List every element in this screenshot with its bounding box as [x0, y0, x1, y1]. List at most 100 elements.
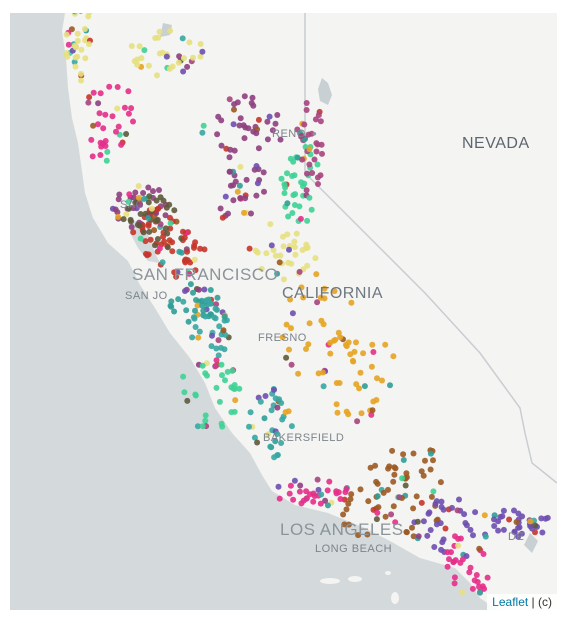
map-marker[interactable]	[166, 65, 173, 72]
map-marker[interactable]	[218, 420, 225, 427]
map-marker[interactable]	[335, 329, 342, 336]
map-marker[interactable]	[343, 408, 350, 415]
map-marker[interactable]	[396, 494, 403, 501]
map-marker[interactable]	[153, 197, 160, 204]
map-marker[interactable]	[470, 532, 476, 539]
map-marker[interactable]	[192, 391, 199, 398]
map-marker[interactable]	[218, 344, 224, 351]
map-marker[interactable]	[128, 43, 135, 49]
map-marker[interactable]	[181, 234, 188, 241]
map-marker[interactable]	[231, 408, 238, 415]
map-marker[interactable]	[374, 509, 381, 516]
map-marker[interactable]	[265, 431, 272, 438]
map-marker[interactable]	[85, 13, 92, 20]
map-marker[interactable]	[95, 121, 101, 128]
map-marker[interactable]	[440, 506, 447, 513]
map-marker[interactable]	[114, 84, 121, 90]
map-marker[interactable]	[390, 478, 397, 485]
map-marker[interactable]	[297, 215, 304, 222]
map-marker[interactable]	[230, 121, 237, 128]
map-marker[interactable]	[199, 129, 206, 136]
map-marker[interactable]	[246, 423, 252, 430]
map-marker[interactable]	[495, 527, 502, 534]
map-marker[interactable]	[438, 498, 445, 505]
map-marker[interactable]	[324, 502, 331, 509]
map-marker[interactable]	[236, 182, 243, 189]
map-marker[interactable]	[102, 143, 109, 149]
map-marker[interactable]	[308, 206, 315, 213]
map-marker[interactable]	[162, 212, 169, 219]
map-marker[interactable]	[440, 536, 447, 543]
map-marker[interactable]	[274, 404, 281, 411]
map-marker[interactable]	[264, 136, 271, 143]
map-marker[interactable]	[230, 197, 237, 204]
map-marker[interactable]	[374, 480, 381, 487]
map-marker[interactable]	[511, 528, 518, 535]
map-marker[interactable]	[140, 229, 147, 236]
map-marker[interactable]	[100, 125, 107, 132]
map-marker[interactable]	[182, 259, 189, 266]
map-marker[interactable]	[201, 246, 208, 253]
map-marker[interactable]	[314, 476, 321, 483]
map-marker[interactable]	[218, 117, 225, 124]
map-marker[interactable]	[358, 410, 365, 417]
map-marker[interactable]	[247, 409, 254, 416]
map-marker[interactable]	[427, 466, 434, 473]
map-marker[interactable]	[288, 260, 295, 267]
map-marker[interactable]	[280, 413, 287, 420]
map-marker[interactable]	[255, 145, 262, 152]
map-marker[interactable]	[312, 116, 319, 123]
map-marker[interactable]	[306, 194, 313, 201]
map-marker[interactable]	[184, 397, 191, 404]
map-marker[interactable]	[345, 500, 352, 507]
map-marker[interactable]	[153, 217, 160, 224]
map-marker[interactable]	[187, 281, 194, 288]
map-marker[interactable]	[97, 152, 104, 158]
map-marker[interactable]	[281, 190, 288, 197]
map-marker[interactable]	[291, 202, 298, 208]
map-marker[interactable]	[303, 346, 309, 352]
map-marker[interactable]	[309, 170, 316, 176]
map-marker[interactable]	[263, 250, 270, 257]
map-marker[interactable]	[171, 207, 178, 214]
map-marker[interactable]	[268, 242, 275, 249]
map-marker[interactable]	[271, 386, 277, 393]
map-marker[interactable]	[254, 249, 261, 256]
map-marker[interactable]	[284, 231, 291, 238]
map-marker[interactable]	[197, 245, 204, 252]
map-marker[interactable]	[293, 230, 300, 237]
map-marker[interactable]	[175, 296, 182, 303]
map-marker[interactable]	[145, 199, 152, 206]
map-marker[interactable]	[243, 176, 250, 183]
map-marker[interactable]	[387, 382, 393, 389]
map-marker[interactable]	[234, 99, 241, 106]
map-marker[interactable]	[274, 112, 281, 118]
map-marker[interactable]	[348, 299, 355, 306]
map-marker[interactable]	[270, 247, 277, 254]
map-marker[interactable]	[511, 507, 517, 514]
map-marker[interactable]	[136, 194, 142, 201]
map-marker[interactable]	[306, 161, 313, 168]
map-marker[interactable]	[168, 298, 175, 305]
map-marker[interactable]	[113, 128, 119, 135]
map-marker[interactable]	[228, 384, 235, 391]
map-marker[interactable]	[118, 141, 125, 148]
map-marker[interactable]	[455, 535, 462, 542]
map-marker[interactable]	[334, 409, 341, 416]
map-marker[interactable]	[237, 163, 244, 170]
map-marker[interactable]	[213, 345, 220, 352]
map-marker[interactable]	[290, 192, 297, 199]
map-marker[interactable]	[481, 585, 488, 592]
map-marker[interactable]	[65, 41, 72, 48]
map-marker[interactable]	[167, 27, 174, 34]
map-marker[interactable]	[312, 255, 319, 262]
map-marker[interactable]	[222, 331, 229, 338]
map-marker[interactable]	[327, 339, 334, 346]
map-marker[interactable]	[156, 187, 162, 193]
map-marker[interactable]	[212, 363, 219, 369]
map-marker[interactable]	[123, 131, 130, 137]
map-marker[interactable]	[152, 242, 158, 249]
map-marker[interactable]	[442, 525, 449, 532]
map-marker[interactable]	[184, 248, 191, 255]
map-marker[interactable]	[286, 246, 292, 253]
